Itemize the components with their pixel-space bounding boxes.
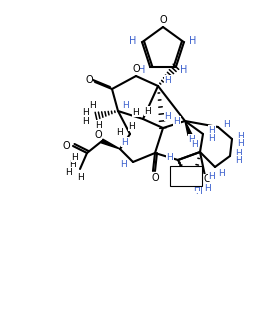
Text: H: H — [193, 183, 200, 192]
Text: O: O — [132, 64, 140, 74]
Text: H: H — [164, 75, 171, 85]
Text: H: H — [78, 172, 84, 181]
Text: H: H — [133, 108, 139, 117]
Text: O: O — [62, 141, 70, 151]
Text: H: H — [167, 153, 173, 162]
Polygon shape — [185, 121, 192, 136]
Text: H: H — [219, 168, 225, 177]
Text: O: O — [85, 75, 93, 85]
Text: H: H — [196, 186, 202, 195]
Text: H: H — [205, 183, 211, 192]
Text: H: H — [189, 135, 195, 144]
Text: H: H — [192, 140, 198, 149]
Text: H: H — [122, 101, 129, 110]
Text: H: H — [209, 134, 215, 143]
Text: H: H — [209, 171, 215, 180]
Text: H: H — [122, 138, 128, 147]
Text: H: H — [189, 36, 197, 46]
Bar — [170, 166, 202, 186]
Polygon shape — [101, 139, 120, 149]
Text: H: H — [129, 36, 137, 46]
Text: H: H — [174, 117, 180, 126]
Text: H: H — [70, 160, 76, 168]
Text: O: O — [203, 174, 211, 184]
Text: H: H — [164, 112, 171, 121]
Text: H: H — [235, 149, 242, 158]
Text: H: H — [90, 101, 96, 110]
Text: H: H — [83, 108, 89, 117]
Text: O: O — [151, 173, 159, 183]
Text: H: H — [238, 139, 244, 148]
Text: H: H — [138, 65, 146, 75]
Text: H: H — [177, 178, 183, 187]
Text: H: H — [145, 107, 151, 116]
Text: H: H — [235, 156, 242, 165]
Text: H: H — [117, 128, 123, 137]
Text: O: O — [94, 130, 102, 140]
Text: H: H — [96, 121, 102, 130]
Text: O: O — [159, 15, 167, 25]
Text: H: H — [180, 65, 188, 75]
Text: H: H — [72, 153, 78, 162]
Text: H: H — [64, 167, 71, 176]
Text: H: H — [238, 132, 244, 141]
Text: Ans: Ans — [179, 171, 193, 180]
Text: H: H — [121, 160, 127, 168]
Text: H: H — [129, 122, 136, 131]
Text: H: H — [83, 117, 89, 126]
Text: H: H — [209, 126, 215, 135]
Text: H: H — [224, 120, 230, 129]
